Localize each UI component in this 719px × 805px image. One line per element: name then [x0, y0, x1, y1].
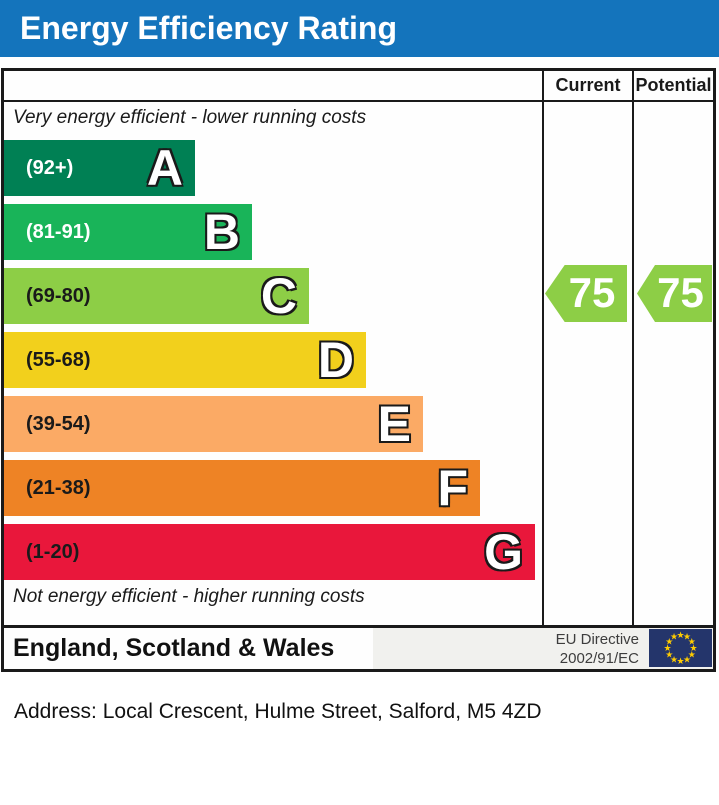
- rating-chart-body: Current Potential Very energy efficient …: [4, 71, 713, 669]
- band-grade-letter: E: [376, 395, 412, 454]
- eu-star-icon: ★: [676, 630, 685, 640]
- efficient-note: Very energy efficient - lower running co…: [13, 107, 367, 128]
- potential-rating-arrow: 75: [637, 265, 712, 322]
- band-row-d: (55-68) D: [4, 331, 366, 390]
- header-divider: [4, 100, 713, 102]
- band-row-g: (1-20) G: [4, 523, 535, 582]
- eu-star-icon: ★: [663, 643, 672, 653]
- band-range-label: (1-20): [26, 541, 80, 563]
- band-grade-letter: F: [436, 459, 469, 518]
- band-row-a: (92+) A: [4, 139, 195, 198]
- eu-directive-label: EU Directive 2002/91/EC: [556, 630, 639, 668]
- eu-star-icon: ★: [665, 649, 674, 660]
- eu-star-icon: ★: [682, 654, 692, 665]
- page-title: Energy Efficiency Rating: [0, 0, 719, 57]
- eu-directive-line2: 2002/91/EC: [559, 650, 639, 667]
- region-label: England, Scotland & Wales: [13, 634, 335, 662]
- eu-star-icon: ★: [669, 631, 679, 642]
- footer-divider: [4, 625, 713, 628]
- eu-star-icon: ★: [676, 656, 685, 666]
- eu-star-icon: ★: [682, 631, 692, 642]
- eu-star-icon: ★: [689, 643, 698, 653]
- band-range-label: (55-68): [26, 349, 91, 371]
- column-header-potential: Potential: [635, 75, 712, 95]
- eu-flag-icon: ★ ★ ★ ★ ★ ★ ★ ★ ★ ★ ★ ★: [649, 629, 712, 667]
- band-range-label: (69-80): [26, 285, 91, 307]
- column-divider-current: [542, 71, 544, 628]
- band-range-label: (21-38): [26, 477, 91, 499]
- chart-footer: England, Scotland & Wales EU Directive 2…: [4, 628, 713, 669]
- property-address: Address: Local Crescent, Hulme Street, S…: [14, 700, 542, 723]
- inefficient-note: Not energy efficient - higher running co…: [13, 586, 365, 607]
- eu-star-icon: ★: [669, 654, 679, 665]
- band-grade-letter: A: [146, 139, 185, 198]
- band-grade-letter: B: [203, 203, 242, 262]
- band-grade-letter: G: [483, 523, 524, 582]
- band-row-e: (39-54) E: [4, 395, 423, 454]
- current-rating-value: 75: [568, 269, 616, 316]
- current-rating-arrow: 75: [545, 265, 627, 322]
- eu-star-icon: ★: [665, 636, 674, 647]
- band-row-c: (69-80) C: [4, 267, 309, 326]
- eu-directive-line1: EU Directive: [555, 631, 639, 648]
- band-row-f: (21-38) F: [4, 459, 480, 518]
- eu-star-icon: ★: [687, 649, 696, 660]
- column-divider-potential: [632, 71, 634, 628]
- eu-star-icon: ★: [687, 636, 696, 647]
- potential-rating-value: 75: [657, 269, 704, 316]
- band-row-b: (81-91) B: [4, 203, 252, 262]
- band-grade-letter: C: [260, 267, 299, 326]
- rating-chart: Current Potential Very energy efficient …: [1, 68, 716, 672]
- column-header-current: Current: [555, 75, 621, 95]
- band-range-label: (39-54): [26, 413, 91, 435]
- band-grade-letter: D: [317, 331, 356, 390]
- band-range-label: (81-91): [26, 221, 91, 243]
- band-range-label: (92+): [26, 157, 74, 179]
